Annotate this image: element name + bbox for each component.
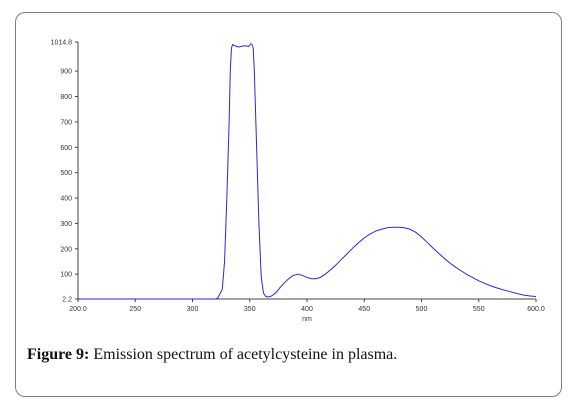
y-tick-label: 2.2 (62, 297, 72, 304)
y-tick-label: 200 (60, 246, 72, 253)
x-tick-label: 200.0 (69, 306, 87, 313)
y-tick-label: 600 (60, 145, 72, 152)
x-tick-label: 400 (301, 306, 313, 313)
y-tick-label: 500 (60, 170, 72, 177)
caption-text: Emission spectrum of acetylcysteine in p… (89, 346, 398, 363)
x-tick-label: 600.0 (527, 306, 545, 313)
figure-frame (15, 12, 562, 397)
caption-label: Figure 9: (27, 346, 90, 363)
x-tick-label: 350 (244, 306, 256, 313)
y-tick-label: 1014.8 (51, 40, 73, 47)
x-axis-label: nm (302, 316, 312, 323)
x-tick-label: 300 (187, 306, 199, 313)
x-tick-label: 250 (129, 306, 141, 313)
x-tick-label: 450 (358, 306, 370, 313)
y-tick-label: 300 (60, 221, 72, 228)
y-tick-label: 400 (60, 196, 72, 203)
y-tick-label: 100 (60, 272, 72, 279)
x-tick-label: 500 (416, 306, 428, 313)
y-tick-label: 700 (60, 119, 72, 126)
figure-caption: Figure 9: Emission spectrum of acetylcys… (27, 346, 547, 364)
x-tick-label: 550 (473, 306, 485, 313)
y-tick-label: 800 (60, 94, 72, 101)
spectrum-line (78, 43, 537, 300)
y-tick-label: 900 (60, 69, 72, 76)
